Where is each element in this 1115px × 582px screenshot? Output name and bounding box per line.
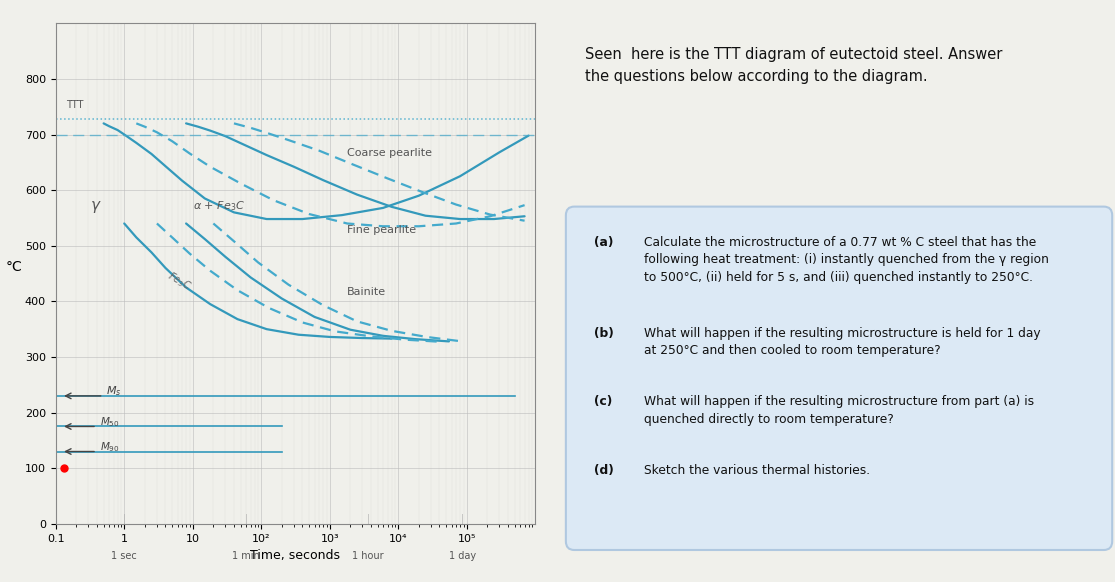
Text: What will happen if the resulting microstructure from part (a) is
quenched direc: What will happen if the resulting micros…: [644, 395, 1034, 425]
Text: $M_s$: $M_s$: [106, 384, 122, 398]
Text: TTT: TTT: [66, 100, 84, 110]
Text: Calculate the microstructure of a 0.77 wt % C steel that has the
following heat : Calculate the microstructure of a 0.77 w…: [644, 236, 1049, 283]
Text: Sketch the various thermal histories.: Sketch the various thermal histories.: [644, 464, 870, 477]
Text: 1 day: 1 day: [449, 551, 476, 561]
Text: (c): (c): [593, 395, 612, 408]
X-axis label: Time, seconds: Time, seconds: [251, 549, 340, 562]
Text: 1 sec: 1 sec: [112, 551, 137, 561]
Text: 1 hour: 1 hour: [352, 551, 384, 561]
Text: 1 min: 1 min: [232, 551, 260, 561]
Text: (d): (d): [593, 464, 613, 477]
Text: Fine pearlite: Fine pearlite: [347, 225, 416, 236]
Text: $\gamma$: $\gamma$: [90, 198, 103, 215]
Text: (a): (a): [593, 236, 613, 249]
Text: Coarse pearlite: Coarse pearlite: [347, 148, 433, 158]
Text: $\alpha$ + Fe$_3$C: $\alpha$ + Fe$_3$C: [193, 200, 245, 214]
Text: Bainite: Bainite: [347, 287, 386, 297]
Text: Seen  here is the TTT diagram of eutectoid steel. Answer
the questions below acc: Seen here is the TTT diagram of eutectoi…: [585, 47, 1002, 84]
Text: What will happen if the resulting microstructure is held for 1 day
at 250°C and : What will happen if the resulting micros…: [644, 327, 1040, 357]
Text: $M_{50}$: $M_{50}$: [100, 415, 119, 428]
Text: Fe$_3$C: Fe$_3$C: [165, 269, 194, 294]
FancyBboxPatch shape: [565, 207, 1113, 550]
Text: $M_{90}$: $M_{90}$: [100, 440, 119, 453]
Y-axis label: °C: °C: [6, 260, 22, 274]
Text: (b): (b): [593, 327, 613, 339]
